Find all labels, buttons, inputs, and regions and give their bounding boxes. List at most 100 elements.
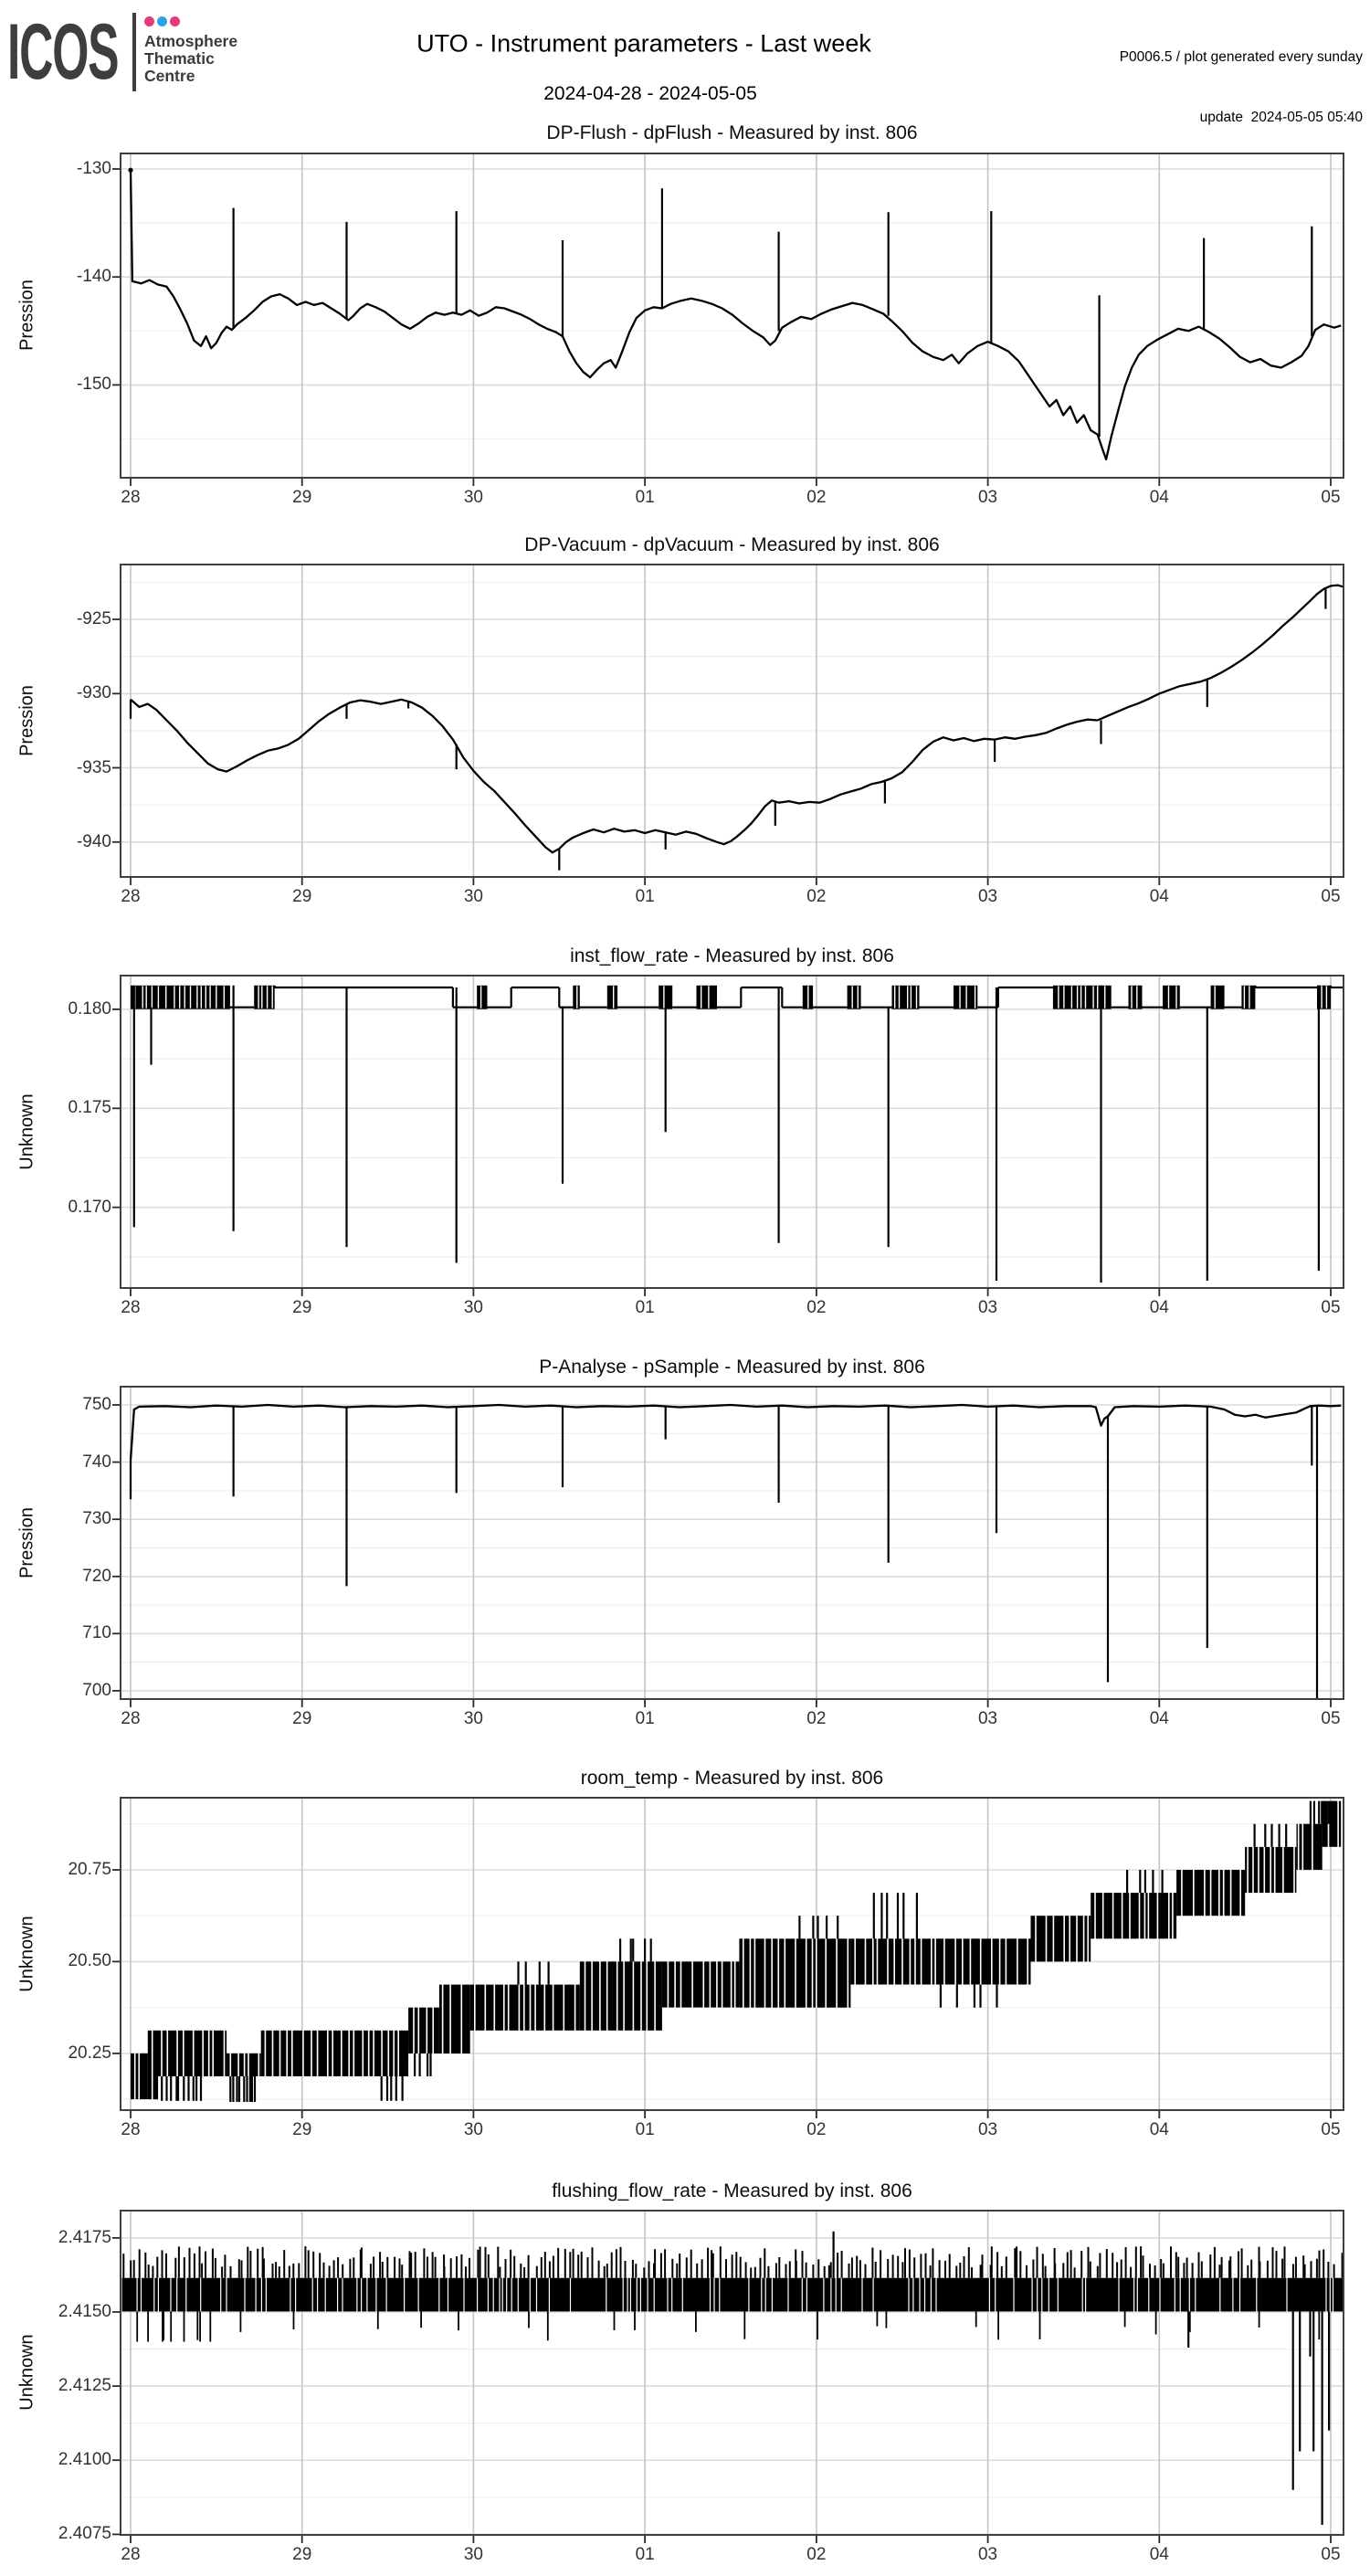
- x-tick-label: 03: [977, 1709, 998, 1728]
- logo-org-line1: Atmosphere: [144, 32, 238, 50]
- x-tick-label: 04: [1149, 2545, 1169, 2564]
- logo-divider: [132, 13, 136, 91]
- y-axis-title-4: Pression: [16, 1507, 37, 1578]
- x-tick-label: 28: [121, 1709, 141, 1728]
- y-tick-label: 2.4125: [58, 2376, 111, 2396]
- y-tick-label: 720: [82, 1566, 111, 1586]
- panel-title-flushflow: flushing_flow_rate - Measured by inst. 8…: [552, 2180, 912, 2201]
- icos-logo: ICOS: [7, 13, 192, 91]
- x-tick-label: 03: [977, 1298, 998, 1317]
- y-tick-label: 740: [82, 1452, 111, 1472]
- x-tick-label: 03: [977, 887, 998, 906]
- x-tick-label: 03: [977, 2545, 998, 2564]
- y-axis-title-5: Unknown: [16, 1916, 37, 1992]
- x-tick-label: 02: [806, 2545, 827, 2564]
- logo-dot-pink-2: [170, 16, 180, 26]
- x-tick-label: 28: [121, 2545, 141, 2564]
- x-tick-label: 29: [292, 2120, 312, 2139]
- y-tick-label: -130: [76, 159, 111, 179]
- logo-dot-pink-1: [144, 16, 154, 26]
- x-tick-label: 02: [806, 488, 827, 507]
- panel-title-roomtemp: room_temp - Measured by inst. 806: [580, 1767, 884, 1789]
- x-tick-label: 02: [806, 1709, 827, 1728]
- x-tick-label: 01: [635, 1298, 655, 1317]
- logo-org-line2: Thematic: [144, 49, 215, 68]
- y-tick-label: 700: [82, 1680, 111, 1700]
- x-tick-label: 29: [292, 1709, 312, 1728]
- x-tick-label: 02: [806, 2120, 827, 2139]
- y-tick-label: 710: [82, 1623, 111, 1643]
- x-tick-label: 02: [806, 1298, 827, 1317]
- y-tick-label: -940: [76, 831, 111, 851]
- logo-org-line3: Centre: [144, 67, 195, 85]
- x-tick-label: 02: [806, 887, 827, 906]
- x-tick-label: 03: [977, 488, 998, 507]
- x-tick-label: 30: [463, 2120, 483, 2139]
- y-tick-label: -935: [76, 757, 111, 777]
- y-tick-label: 0.175: [68, 1098, 111, 1118]
- x-tick-label: 30: [463, 2545, 483, 2564]
- page-subtitle: 2024-04-28 - 2024-05-05: [543, 83, 757, 104]
- logo-org-name: Atmosphere Thematic Centre: [144, 33, 237, 85]
- x-tick-label: 30: [463, 488, 483, 507]
- y-axis-title-1: Pression: [16, 280, 37, 351]
- y-tick-label: 2.4175: [58, 2227, 111, 2247]
- y-tick-label: 20.75: [68, 1859, 111, 1879]
- x-tick-label: 30: [463, 1709, 483, 1728]
- plot-meta: P0006.5 / plot generated every sunday up…: [1120, 7, 1363, 168]
- x-tick-label: 04: [1149, 1709, 1169, 1728]
- y-tick-label: 2.4075: [58, 2524, 111, 2544]
- x-tick-label: 04: [1149, 887, 1169, 906]
- panel-title-dpvacuum: DP-Vacuum - dpVacuum - Measured by inst.…: [524, 533, 940, 555]
- x-tick-label: 28: [121, 2120, 141, 2139]
- y-tick-label: 20.50: [68, 1951, 111, 1971]
- y-axis-title-2: Pression: [16, 685, 37, 756]
- x-tick-label: 03: [977, 2120, 998, 2139]
- x-tick-label: 04: [1149, 488, 1169, 507]
- y-tick-label: 730: [82, 1509, 111, 1529]
- x-tick-label: 05: [1321, 1298, 1341, 1317]
- x-tick-label: 05: [1321, 1709, 1341, 1728]
- x-tick-label: 29: [292, 2545, 312, 2564]
- x-tick-label: 01: [635, 2545, 655, 2564]
- x-tick-label: 30: [463, 887, 483, 906]
- y-axis-title-6: Unknown: [16, 2334, 37, 2411]
- logo-dot-blue: [157, 16, 167, 26]
- panel-title-panalyse: P-Analyse - pSample - Measured by inst. …: [539, 1356, 925, 1378]
- y-tick-label: 750: [82, 1395, 111, 1415]
- panel-title-dpflush: DP-Flush - dpFlush - Measured by inst. 8…: [546, 121, 918, 143]
- x-tick-label: 05: [1321, 2120, 1341, 2139]
- y-tick-label: -925: [76, 608, 111, 628]
- y-tick-label: 2.4100: [58, 2450, 111, 2470]
- icos-logo-text: ICOS: [7, 8, 120, 96]
- x-tick-label: 28: [121, 488, 141, 507]
- x-tick-label: 05: [1321, 2545, 1341, 2564]
- y-axis-title-3: Unknown: [16, 1093, 37, 1170]
- y-tick-label: 2.4150: [58, 2302, 111, 2322]
- y-tick-label: 0.180: [68, 998, 111, 1019]
- plot-meta-line2: update 2024-05-05 05:40: [1199, 110, 1363, 125]
- x-tick-label: 29: [292, 1298, 312, 1317]
- x-tick-label: 29: [292, 887, 312, 906]
- y-tick-label: 20.25: [68, 2043, 111, 2063]
- x-tick-label: 05: [1321, 887, 1341, 906]
- x-tick-label: 29: [292, 488, 312, 507]
- x-tick-label: 01: [635, 887, 655, 906]
- page-title: UTO - Instrument parameters - Last week: [416, 29, 871, 58]
- x-tick-label: 28: [121, 1298, 141, 1317]
- x-tick-label: 01: [635, 2120, 655, 2139]
- y-tick-label: -150: [76, 375, 111, 395]
- logo-dots: [144, 15, 183, 31]
- y-tick-label: -930: [76, 683, 111, 703]
- y-tick-label: -140: [76, 267, 111, 287]
- panel-title-instflow: inst_flow_rate - Measured by inst. 806: [570, 945, 894, 966]
- x-tick-label: 04: [1149, 1298, 1169, 1317]
- y-tick-label: 0.170: [68, 1197, 111, 1217]
- x-tick-label: 05: [1321, 488, 1341, 507]
- x-tick-label: 30: [463, 1298, 483, 1317]
- x-tick-label: 28: [121, 887, 141, 906]
- plot-meta-line1: P0006.5 / plot generated every sunday: [1119, 49, 1363, 65]
- x-tick-label: 01: [635, 488, 655, 507]
